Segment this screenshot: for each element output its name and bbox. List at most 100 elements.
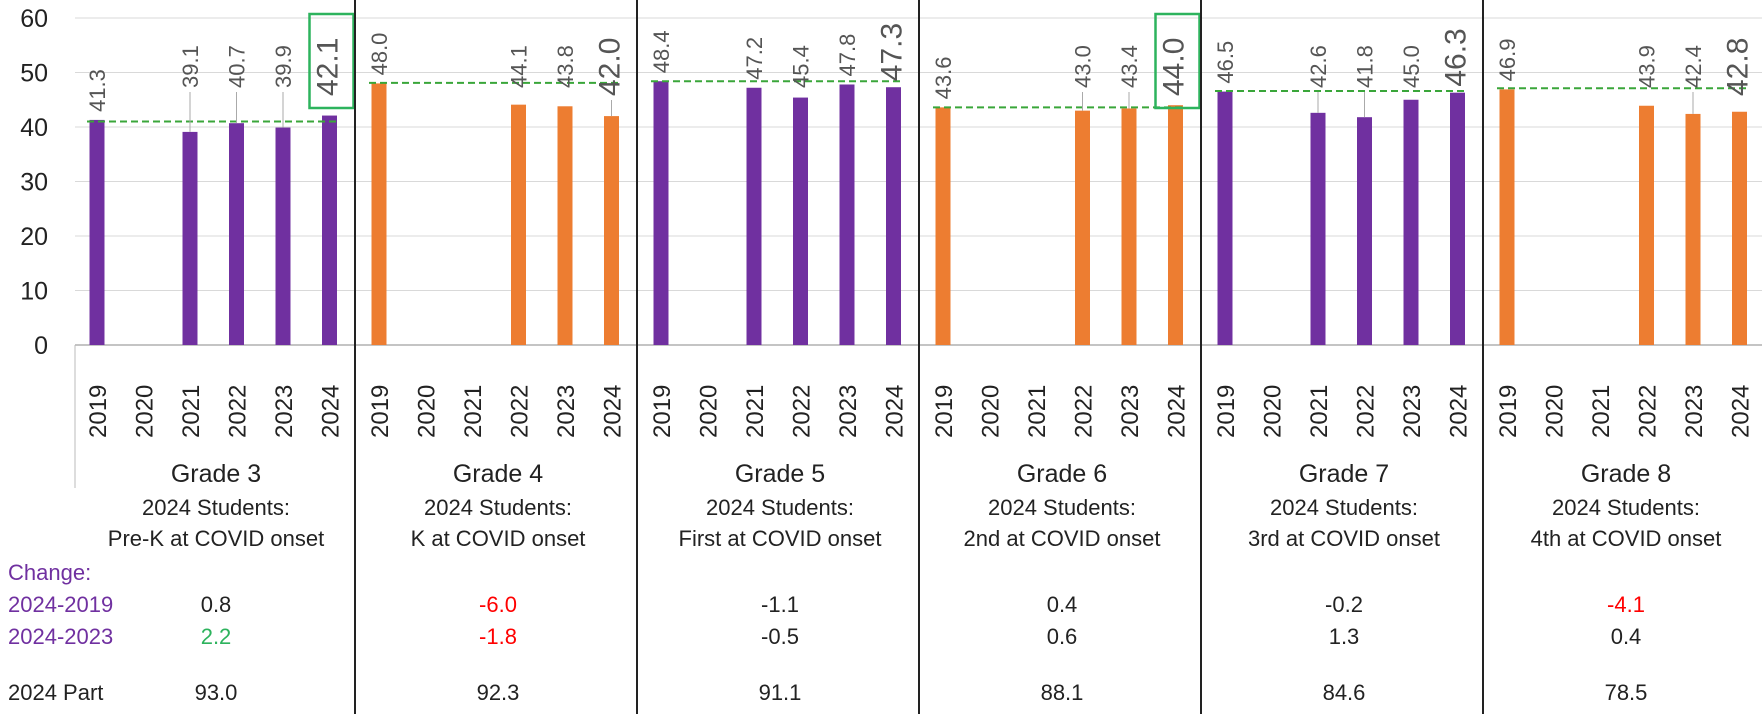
change-2024-2023-value: -0.5 xyxy=(761,624,799,649)
x-tick-label: 2019 xyxy=(1495,385,1522,438)
x-tick-label: 2022 xyxy=(507,385,534,438)
grade-caption-1: 2024 Students: xyxy=(706,495,854,520)
bar-2019 xyxy=(1499,89,1515,346)
change-2024-2019-value: 0.4 xyxy=(1047,592,1078,617)
change-label: Change: xyxy=(8,560,91,585)
grade-panel-6: 43.6 43.0 43.4 44.0 2019 2020 2021 2022 2023 2024… xyxy=(918,0,1201,714)
y-tick-label: 10 xyxy=(20,278,48,306)
x-tick-label: 2024 xyxy=(1164,385,1191,438)
y-axis: 0 10 20 30 40 50 60 xyxy=(20,5,48,360)
y-tick-label: 60 xyxy=(20,5,48,33)
x-tick-label: 2019 xyxy=(85,385,112,438)
grade-title: Grade 7 xyxy=(1299,460,1389,488)
grade-caption-1: 2024 Students: xyxy=(988,495,1136,520)
part-2024-value: 93.0 xyxy=(195,680,238,705)
part-2024-value: 78.5 xyxy=(1605,680,1648,705)
bar-2022 xyxy=(1357,117,1372,345)
x-tick-label: 2024 xyxy=(318,385,345,438)
part-label: 2024 Part xyxy=(8,680,103,705)
x-tick-label: 2020 xyxy=(696,385,723,438)
y-tick-label: 30 xyxy=(20,169,48,197)
row-labels: Change: 2024-2019 2024-2023 2024 Part xyxy=(8,560,113,705)
grade-title: Grade 3 xyxy=(171,460,261,488)
x-tick-label: 2024 xyxy=(1728,385,1755,438)
grade-caption-2: Pre-K at COVID onset xyxy=(108,526,324,551)
x-tick-label: 2019 xyxy=(367,385,394,438)
grade-caption-2: K at COVID onset xyxy=(411,526,586,551)
change-2024-2023-value: 1.3 xyxy=(1329,624,1360,649)
bar-2024 xyxy=(604,116,619,345)
bar-2022 xyxy=(511,104,526,345)
bar-2023 xyxy=(1685,113,1701,345)
bar-2021 xyxy=(1310,112,1326,345)
highlight-box-2024 xyxy=(1154,12,1201,110)
part-2024-value: 92.3 xyxy=(477,680,520,705)
grade-caption-1: 2024 Students: xyxy=(1270,495,1418,520)
change-2019-label: 2024-2019 xyxy=(8,592,113,617)
grade-title: Grade 8 xyxy=(1581,460,1671,488)
grade-caption-2: 4th at COVID onset xyxy=(1531,526,1722,551)
bar-2019 xyxy=(935,107,951,345)
change-2024-2019-value: 0.8 xyxy=(201,592,232,617)
bar-2022 xyxy=(1639,105,1654,346)
x-tick-label: 2022 xyxy=(1353,385,1380,438)
x-tick-label: 2021 xyxy=(1024,385,1051,438)
x-tick-label: 2022 xyxy=(225,385,252,438)
highlight-box-2024 xyxy=(308,12,355,110)
x-tick-label: 2020 xyxy=(132,385,159,438)
bar-2019 xyxy=(1217,91,1233,345)
bar-2023 xyxy=(1403,99,1419,345)
y-tick-label: 50 xyxy=(20,60,48,88)
x-tick-label: 2024 xyxy=(600,385,627,438)
x-tick-label: 2022 xyxy=(1635,385,1662,438)
x-tick-label: 2019 xyxy=(649,385,676,438)
y-tick-label: 20 xyxy=(20,223,48,251)
data-label-2024: 42.8 xyxy=(1722,38,1755,96)
bar-2024 xyxy=(1450,92,1465,345)
grade-panel-8: 46.9 43.9 42.4 42.8 2019 2020 2021 2022 2023 2024… xyxy=(1482,0,1755,714)
data-label-2024: 47.3 xyxy=(876,23,909,81)
x-tick-label: 2023 xyxy=(1399,385,1426,438)
change-2024-2023-value: 2.2 xyxy=(201,624,232,649)
grade-caption-1: 2024 Students: xyxy=(1552,495,1700,520)
part-2024-value: 84.6 xyxy=(1323,680,1366,705)
data-label-2019: 48.0 xyxy=(367,33,392,76)
data-label-2024: 44.0 xyxy=(1158,38,1191,96)
change-2024-2019-value: -4.1 xyxy=(1607,592,1645,617)
change-2024-2023-value: 0.4 xyxy=(1611,624,1642,649)
grade-panel-3: 41.3 39.1 40.7 39.9 42.1 2019 2020 2021 2022 2023… xyxy=(85,12,355,705)
grade-panel-5: 48.4 47.2 45.4 47.8 47.3 2019 2020 2021 2022 2023… xyxy=(636,0,909,714)
x-tick-label: 2021 xyxy=(742,385,769,438)
x-tick-label: 2020 xyxy=(978,385,1005,438)
y-tick-label: 40 xyxy=(20,114,48,142)
x-tick-label: 2023 xyxy=(1117,385,1144,438)
data-label-2019: 46.5 xyxy=(1213,41,1238,84)
data-label-2021: 42.6 xyxy=(1306,45,1331,88)
data-label-2022: 40.7 xyxy=(225,45,250,88)
bar-2022 xyxy=(1075,110,1090,346)
data-label-2022: 44.1 xyxy=(507,45,532,88)
grade-title: Grade 4 xyxy=(453,460,543,488)
x-tick-label: 2022 xyxy=(789,385,816,438)
bar-2024 xyxy=(322,115,337,346)
data-label-2023: 43.4 xyxy=(1117,45,1142,88)
data-label-2024: 46.3 xyxy=(1440,28,1473,86)
data-label-2023: 47.8 xyxy=(835,34,860,77)
data-label-2021: 47.2 xyxy=(742,37,767,80)
data-label-2023: 45.0 xyxy=(1399,45,1424,88)
x-tick-label: 2020 xyxy=(1542,385,1569,438)
bar-2023 xyxy=(275,127,291,345)
bar-2024 xyxy=(886,87,901,345)
x-tick-label: 2019 xyxy=(1213,385,1240,438)
data-label-2022: 43.9 xyxy=(1635,45,1660,88)
data-label-2022: 41.8 xyxy=(1353,45,1378,88)
bar-2021 xyxy=(182,131,198,345)
x-tick-label: 2021 xyxy=(1306,385,1333,438)
part-2024-value: 91.1 xyxy=(759,680,802,705)
grade-panels: 41.3 39.1 40.7 39.9 42.1 2019 2020 2021 2022 2023… xyxy=(85,0,1755,714)
data-label-2021: 39.1 xyxy=(178,45,203,88)
grade-panel-7: 46.5 42.6 41.8 45.0 46.3 2019 2020 2021 2022 2023… xyxy=(1200,0,1473,714)
bar-2022 xyxy=(793,97,808,345)
bar-2021 xyxy=(746,87,762,345)
data-label-2024: 42.1 xyxy=(312,38,345,96)
